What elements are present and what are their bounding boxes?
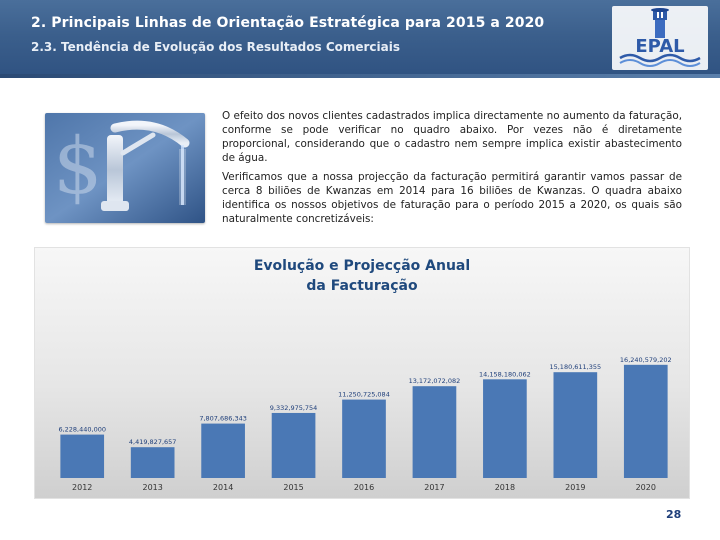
- bar-2019: [553, 372, 598, 478]
- page-number: 28: [666, 508, 682, 521]
- x-tick-2013: 2013: [142, 483, 162, 492]
- bar-2017: [412, 386, 457, 478]
- logo-text: EPAL: [635, 36, 684, 57]
- billing-chart: Evolução e Projecção Anual da Facturação…: [34, 247, 690, 499]
- x-tick-2014: 2014: [213, 483, 233, 492]
- epal-logo: EPAL: [612, 6, 708, 70]
- intro-paragraph: O efeito dos novos clientes cadastrados …: [222, 110, 682, 164]
- x-tick-2020: 2020: [636, 483, 656, 492]
- x-tick-2017: 2017: [424, 483, 444, 492]
- x-tick-2016: 2016: [354, 483, 374, 492]
- slide-header: 2. Principais Linhas de Orientação Estra…: [0, 0, 720, 78]
- data-label-2017: 13,172,072,082: [409, 377, 461, 385]
- chart-title-line1: Evolução e Projecção Anual: [253, 258, 471, 274]
- bar-2015: [271, 412, 316, 478]
- bar-2020: [623, 364, 668, 478]
- chart-title-line2: da Facturação: [306, 278, 418, 294]
- data-label-2019: 15,180,611,355: [549, 363, 601, 371]
- chart-plot: 6,228,440,000 2012 4,419,827,657 2013 7,807,…: [58, 356, 672, 492]
- data-label-2012: 6,228,440,000: [58, 426, 106, 434]
- data-label-2016: 11,250,725,084: [338, 391, 390, 399]
- data-label-2018: 14,158,180,062: [479, 370, 531, 378]
- x-tick-2015: 2015: [283, 483, 303, 492]
- slide-subtitle: 2.3. Tendência de Evolução dos Resultado…: [31, 40, 401, 54]
- faucet-money-photo: $: [45, 113, 205, 223]
- data-label-2013: 4,419,827,657: [129, 438, 177, 446]
- bar-2012: [60, 434, 105, 478]
- bar-2013: [130, 447, 175, 478]
- bar-2018: [483, 379, 527, 478]
- svg-text:$: $: [53, 122, 103, 212]
- chart-title: Evolução e Projecção Anual da Facturação: [35, 256, 689, 296]
- x-tick-2018: 2018: [495, 483, 515, 492]
- bar-2014: [201, 423, 245, 478]
- data-label-2014: 7,807,686,343: [199, 415, 247, 423]
- data-label-2020: 16,240,579,202: [620, 356, 672, 364]
- projection-paragraph: Verificamos que a nossa projecção da fac…: [222, 171, 682, 225]
- data-label-2015: 9,332,975,754: [270, 404, 318, 412]
- x-tick-2019: 2019: [565, 483, 585, 492]
- slide-title: 2. Principais Linhas de Orientação Estra…: [31, 15, 545, 31]
- bar-2016: [342, 399, 386, 478]
- x-tick-2012: 2012: [72, 483, 92, 492]
